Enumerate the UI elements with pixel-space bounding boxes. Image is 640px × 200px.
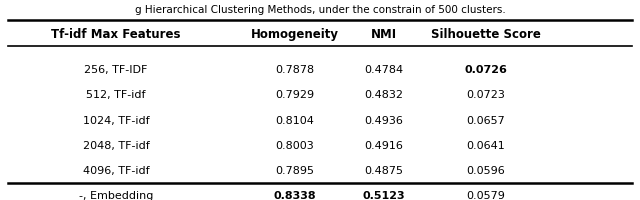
Text: Tf-idf Max Features: Tf-idf Max Features xyxy=(51,28,181,41)
Text: 1024, TF-idf: 1024, TF-idf xyxy=(83,115,149,125)
Text: NMI: NMI xyxy=(371,28,397,41)
Text: 0.4916: 0.4916 xyxy=(364,140,403,150)
Text: 0.0641: 0.0641 xyxy=(467,140,505,150)
Text: 0.8338: 0.8338 xyxy=(273,190,316,200)
Text: Homogeneity: Homogeneity xyxy=(250,28,339,41)
Text: 4096, TF-idf: 4096, TF-idf xyxy=(83,165,149,175)
Text: 512, TF-idf: 512, TF-idf xyxy=(86,90,146,100)
Text: 0.7895: 0.7895 xyxy=(275,165,314,175)
Text: 2048, TF-idf: 2048, TF-idf xyxy=(83,140,150,150)
Text: 0.5123: 0.5123 xyxy=(362,190,405,200)
Text: 0.7929: 0.7929 xyxy=(275,90,314,100)
Text: g Hierarchical Clustering Methods, under the constrain of 500 clusters.: g Hierarchical Clustering Methods, under… xyxy=(134,5,506,15)
Text: 0.7878: 0.7878 xyxy=(275,65,314,75)
Text: 0.0579: 0.0579 xyxy=(467,190,505,200)
Text: 0.0726: 0.0726 xyxy=(464,65,507,75)
Text: Silhouette Score: Silhouette Score xyxy=(431,28,541,41)
Text: 0.4875: 0.4875 xyxy=(364,165,403,175)
Text: 256, TF-IDF: 256, TF-IDF xyxy=(84,65,148,75)
Text: 0.4784: 0.4784 xyxy=(364,65,403,75)
Text: 0.8104: 0.8104 xyxy=(275,115,314,125)
Text: 0.0596: 0.0596 xyxy=(467,165,505,175)
Text: 0.4936: 0.4936 xyxy=(364,115,403,125)
Text: 0.8003: 0.8003 xyxy=(275,140,314,150)
Text: 0.0657: 0.0657 xyxy=(467,115,505,125)
Text: 0.4832: 0.4832 xyxy=(364,90,403,100)
Text: 0.0723: 0.0723 xyxy=(467,90,505,100)
Text: -, Embedding: -, Embedding xyxy=(79,190,153,200)
